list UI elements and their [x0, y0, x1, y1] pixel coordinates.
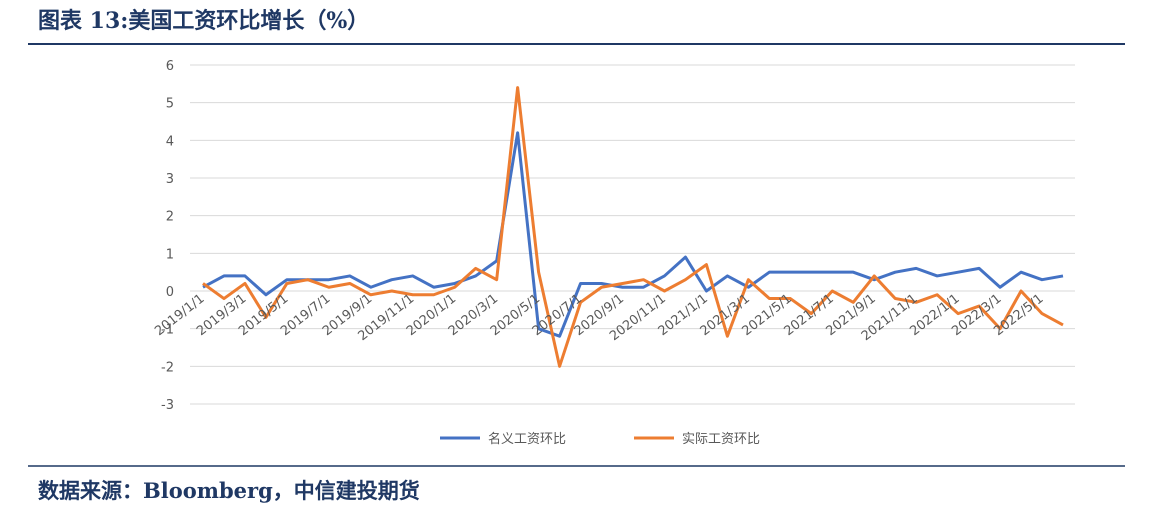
y-tick-label: 6	[166, 59, 174, 74]
legend-label: 实际工资环比	[682, 432, 760, 447]
series-line	[202, 131, 1064, 338]
source: 数据来源：Bloomberg，中信建投期货	[38, 478, 420, 503]
y-tick-label: 5	[166, 97, 174, 112]
series-line	[202, 86, 1064, 368]
y-tick-label: 4	[166, 134, 174, 149]
y-tick-label: -2	[161, 360, 174, 375]
y-tick-label: 3	[166, 172, 174, 187]
legend-label: 名义工资环比	[488, 431, 566, 447]
y-tick-label: 1	[166, 247, 174, 262]
y-tick-label: 2	[166, 210, 174, 225]
y-tick-label: 0	[166, 285, 174, 300]
chart-title: 图表 13:美国工资环比增长（%）	[38, 8, 369, 34]
y-tick-label: -1	[161, 323, 174, 338]
y-tick-label: -3	[161, 398, 174, 413]
